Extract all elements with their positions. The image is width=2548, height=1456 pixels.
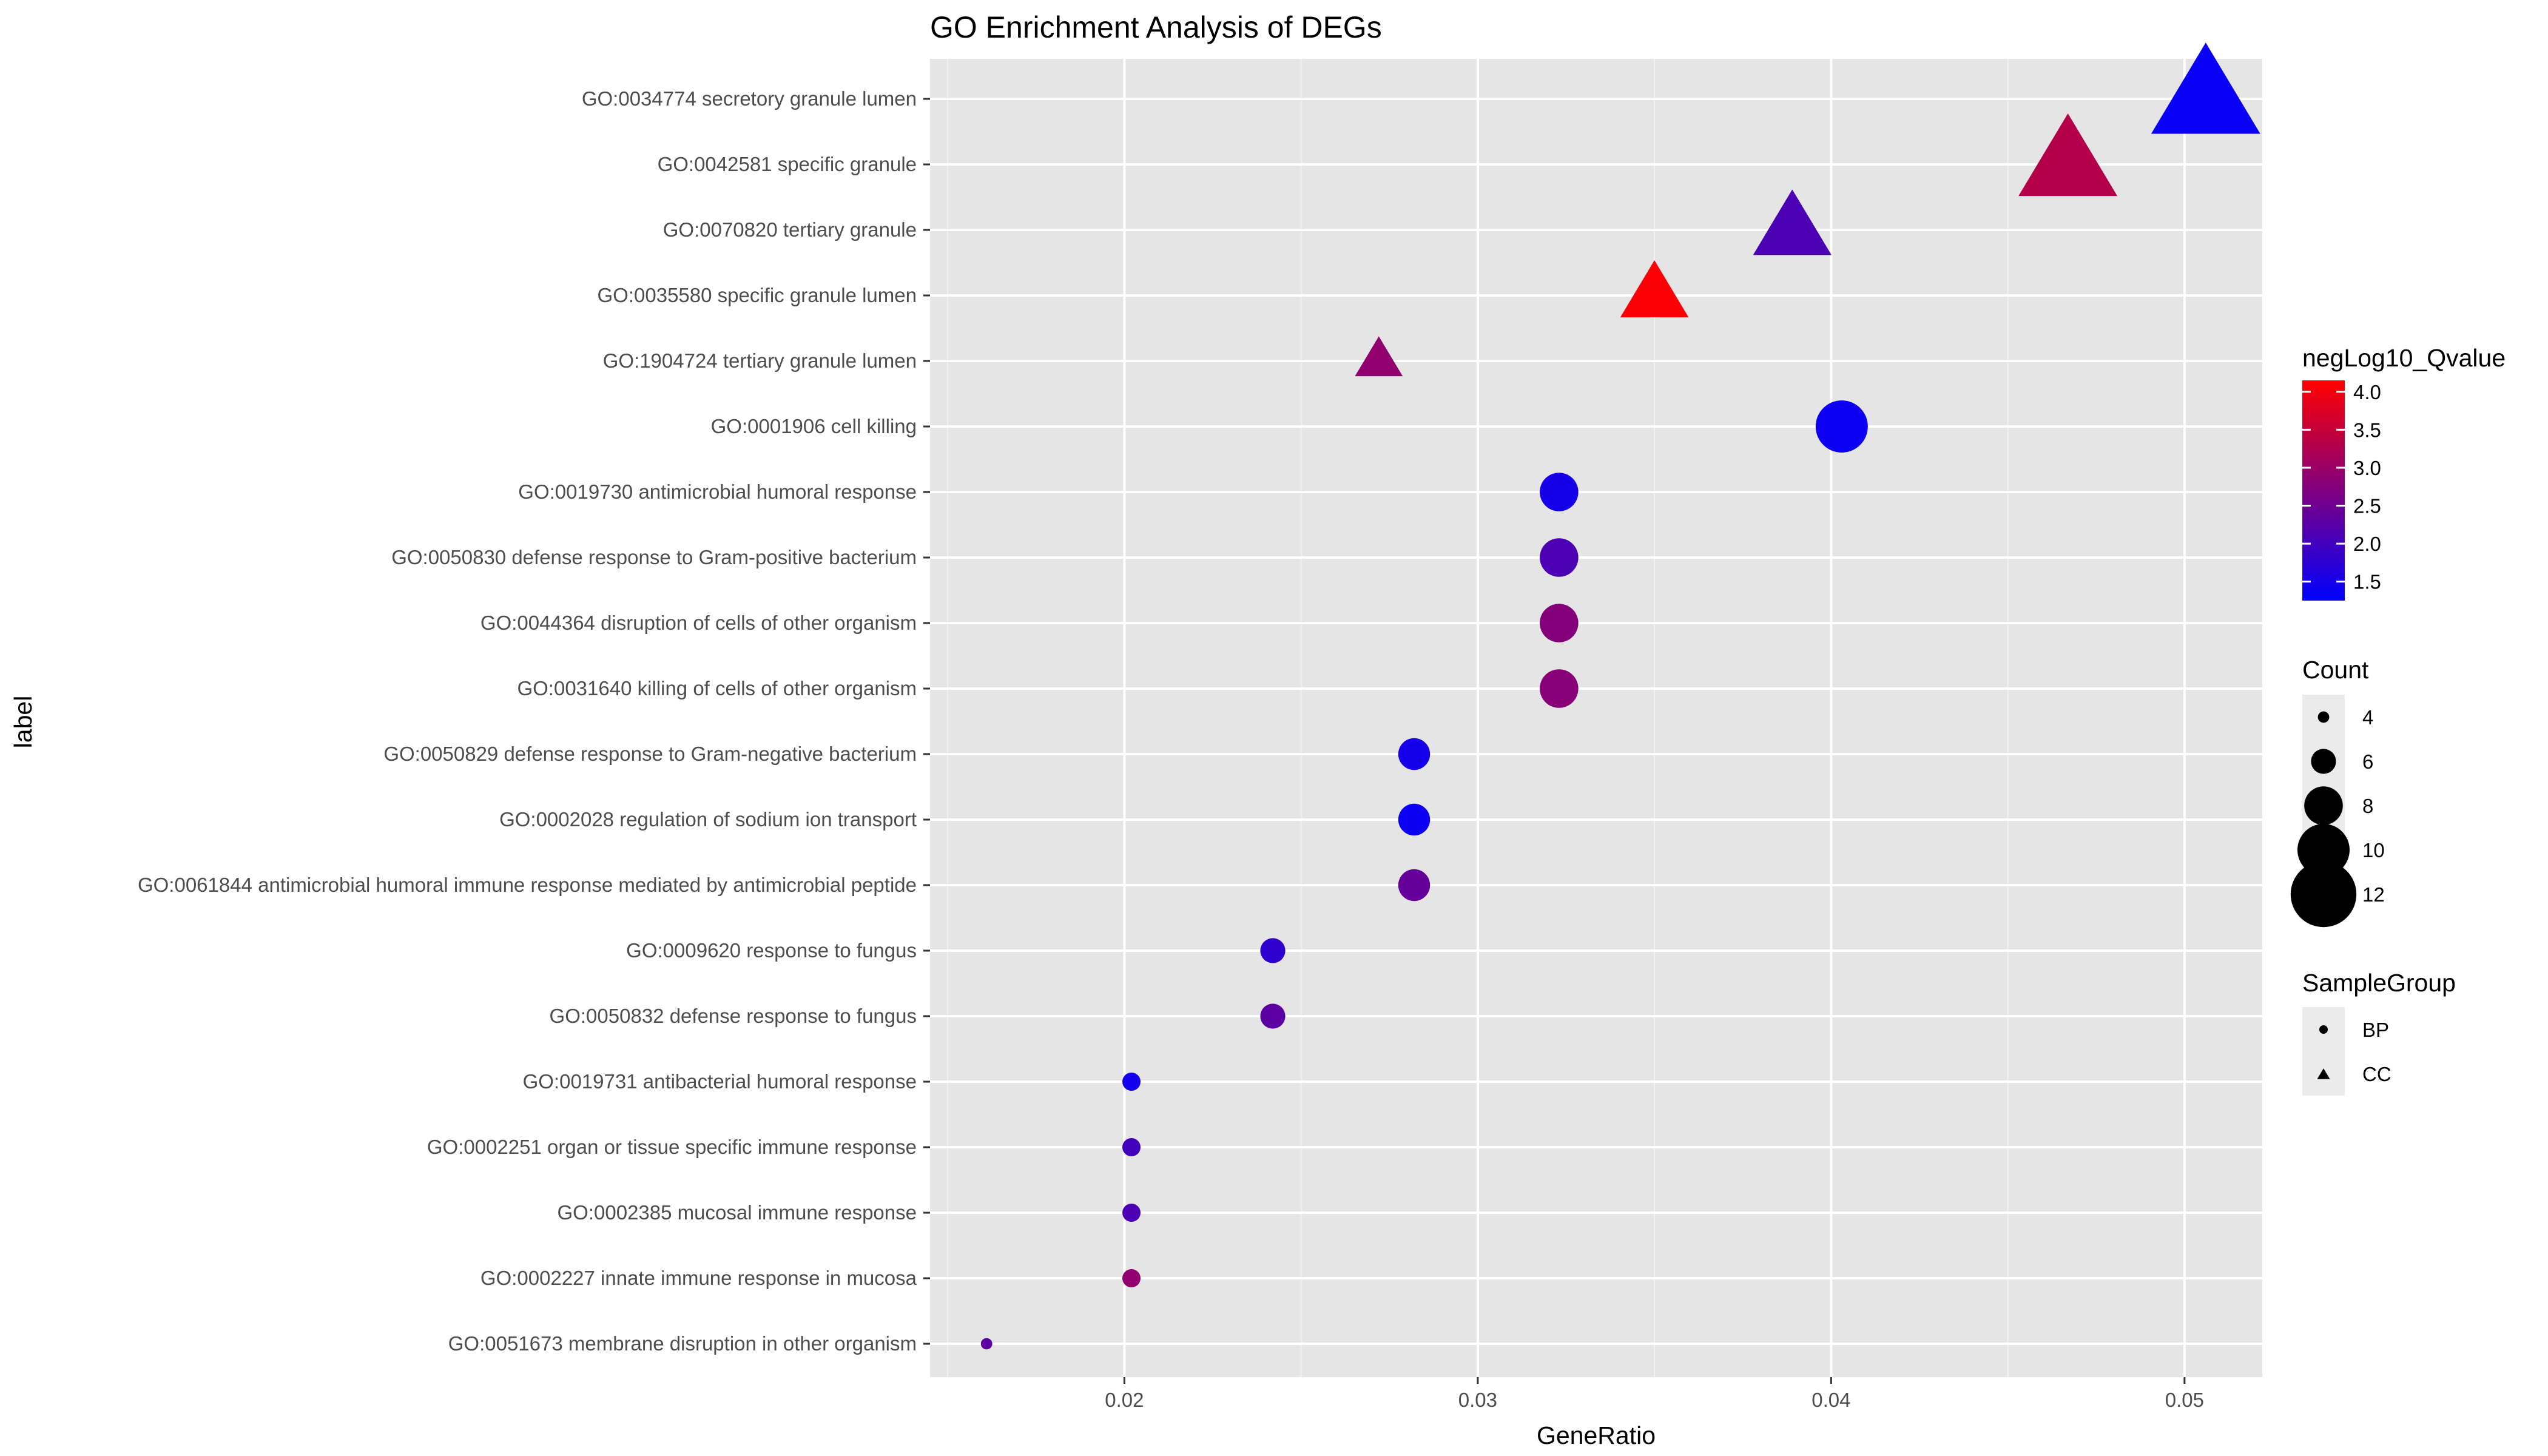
data-point-circle [1260, 1003, 1286, 1029]
data-point-triangle [1355, 336, 1403, 377]
data-point-circle [1540, 473, 1579, 511]
y-tick-label: GO:0009620 response to fungus [626, 939, 917, 962]
chart-title: GO Enrichment Analysis of DEGs [930, 10, 1382, 44]
size-legend-keys: 4 6 8 10 12 [2290, 706, 2385, 928]
y-tick-label: GO:0002251 organ or tissue specific immu… [427, 1136, 917, 1158]
y-tick-label: GO:0001906 cell killing [711, 415, 917, 437]
y-tick-label: GO:0031640 killing of cells of other org… [517, 677, 917, 699]
color-legend-label: 3.0 [2353, 457, 2381, 479]
shape-legend-title: SampleGroup [2302, 969, 2456, 997]
shape-legend-circle-key [2319, 1025, 2328, 1034]
size-legend-label: 10 [2362, 839, 2385, 861]
y-axis-title: label [9, 696, 37, 749]
color-legend-bar [2302, 380, 2345, 601]
size-legend-key [2311, 749, 2336, 774]
x-axis-title: GeneRatio [1537, 1421, 1656, 1449]
data-point-circle [1398, 869, 1431, 902]
y-tick-label: GO:0035580 specific granule lumen [598, 284, 917, 306]
color-legend-label: 3.5 [2353, 419, 2381, 441]
y-tick-label: GO:0042581 specific granule [658, 153, 917, 175]
y-tick-label: GO:1904724 tertiary granule lumen [603, 349, 917, 372]
y-tick-label: GO:0070820 tertiary granule [663, 218, 917, 241]
y-tick-label: GO:0002385 mucosal immune response [558, 1201, 917, 1224]
size-legend-label: 8 [2362, 795, 2373, 817]
size-legend-key [2304, 786, 2343, 825]
data-point-triangle [1753, 189, 1832, 255]
y-tick-label: GO:0002028 regulation of sodium ion tran… [499, 808, 917, 831]
data-point-circle [1122, 1269, 1141, 1287]
color-legend-label: 4.0 [2353, 381, 2381, 403]
y-tick-label: GO:0050832 defense response to fungus [550, 1005, 917, 1027]
color-legend-label: 2.0 [2353, 533, 2381, 555]
x-tick-label: 0.03 [1458, 1389, 1497, 1411]
plot-panel [930, 59, 2262, 1377]
size-legend-label: 6 [2362, 750, 2373, 773]
size-legend-label: 12 [2362, 883, 2385, 906]
y-axis: GO:0034774 secretory granule lumen GO:004… [138, 87, 930, 1355]
size-legend-key [2297, 824, 2350, 876]
color-legend: negLog10_Qvalue 1.5 2.0 2.5 3.0 3.5 4.0 [2302, 344, 2506, 601]
data-point-triangle [2151, 42, 2260, 134]
y-tick-label: GO:0050830 defense response to Gram-posi… [391, 546, 917, 568]
x-tick-label: 0.02 [1105, 1389, 1144, 1411]
size-legend-key [2317, 711, 2330, 723]
shape-legend-label: CC [2362, 1063, 2391, 1085]
data-point-circle [1540, 604, 1579, 642]
y-tick-label: GO:0051673 membrane disruption in other … [448, 1332, 917, 1355]
y-tick-label: GO:0019730 antimicrobial humoral respons… [518, 480, 917, 503]
y-tick-label: GO:0044364 disruption of cells of other … [480, 612, 917, 634]
size-legend-title: Count [2302, 656, 2369, 684]
color-legend-label: 2.5 [2353, 495, 2381, 517]
data-point-circle [1398, 803, 1431, 836]
data-point-circle [1398, 738, 1431, 770]
size-legend: Count 4 6 8 10 12 [2290, 656, 2385, 928]
y-tick-label: GO:0061844 antimicrobial humoral immune … [138, 874, 917, 896]
data-point-circle [1815, 400, 1868, 453]
y-tick-label: GO:0034774 secretory granule lumen [582, 87, 917, 110]
data-point-triangle [1620, 260, 1689, 317]
color-legend-label: 1.5 [2353, 571, 2381, 593]
shape-legend-triangle-key [2317, 1068, 2330, 1079]
data-point-circle [980, 1338, 993, 1350]
x-axis: 0.02 0.03 0.04 0.05 [1105, 1377, 2204, 1411]
data-point-circle [1540, 538, 1579, 577]
size-legend-key [2290, 861, 2357, 928]
data-point-circle [1540, 669, 1579, 708]
data-points [980, 42, 2260, 1350]
y-tick-label: GO:0019731 antibacterial humoral respons… [523, 1070, 917, 1093]
data-point-triangle [2018, 113, 2118, 197]
color-legend-ticks: 1.5 2.0 2.5 3.0 3.5 4.0 [2302, 381, 2381, 593]
data-point-circle [1122, 1204, 1141, 1222]
y-tick-label: GO:0050829 defense response to Gram-nega… [383, 743, 917, 765]
data-point-circle [1260, 938, 1286, 963]
data-point-circle [1122, 1138, 1141, 1156]
data-point-circle [1122, 1073, 1141, 1091]
grid-major [930, 59, 2262, 1377]
shape-legend-keys-bg [2302, 1007, 2345, 1096]
size-legend-label: 4 [2362, 706, 2373, 729]
y-tick-label: GO:0002227 innate immune response in muc… [480, 1267, 917, 1289]
x-tick-label: 0.04 [1812, 1389, 1850, 1411]
color-legend-title: negLog10_Qvalue [2302, 344, 2506, 372]
shape-legend-label: BP [2362, 1019, 2389, 1041]
shape-legend-keys: BP CC [2317, 1019, 2391, 1085]
x-tick-label: 0.05 [2165, 1389, 2204, 1411]
shape-legend: SampleGroup BP CC [2302, 969, 2456, 1096]
